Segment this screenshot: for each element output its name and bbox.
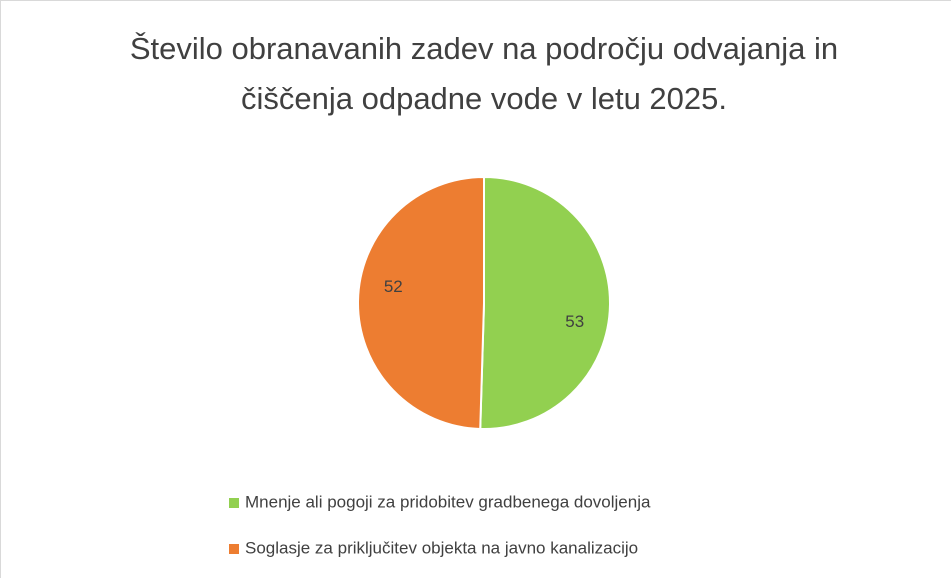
data-label: 52 <box>384 277 403 296</box>
pie-slice <box>479 175 611 430</box>
pie-slice <box>357 175 485 430</box>
data-label: 53 <box>565 312 584 331</box>
chart-title: Število obranavanih zadev na področju od… <box>129 31 839 116</box>
legend-swatch <box>229 544 239 554</box>
legend-swatch <box>229 498 239 508</box>
legend-label: Soglasje za priključitev objekta na javn… <box>245 538 638 557</box>
legend-label: Mnenje ali pogoji za pridobitev gradbene… <box>245 492 651 511</box>
